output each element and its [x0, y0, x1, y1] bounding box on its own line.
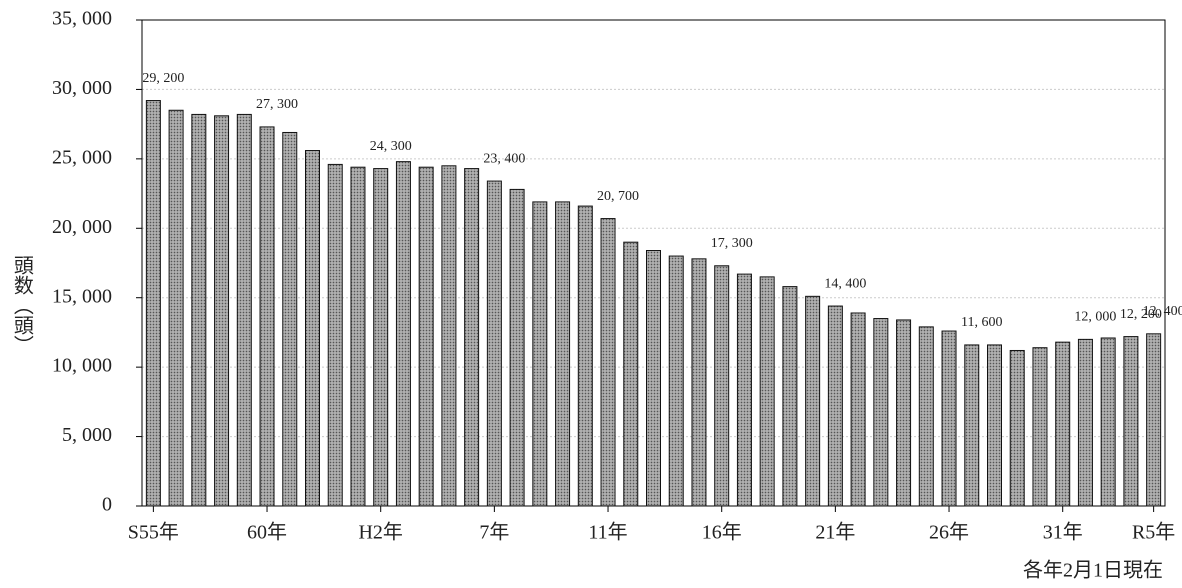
bar [1146, 333, 1162, 507]
data-label: 11, 600 [961, 315, 1002, 330]
data-label: 24, 300 [370, 139, 412, 154]
x-tick-label: 16年 [702, 521, 742, 544]
bar [236, 113, 252, 507]
y-tick-label: 0 [102, 494, 112, 516]
bar [168, 109, 184, 507]
bar [395, 161, 411, 507]
y-tick-label: 30, 000 [52, 77, 112, 99]
data-label: 14, 400 [824, 276, 866, 291]
bar [1032, 347, 1048, 507]
x-tick-label: 21年 [815, 521, 855, 544]
y-tick-label: 10, 000 [52, 355, 112, 377]
bar [714, 265, 730, 507]
bar [1123, 336, 1139, 507]
bar [646, 250, 661, 507]
x-tick-label: 31年 [1043, 521, 1083, 544]
bar [600, 218, 616, 507]
bar [827, 305, 843, 507]
bar [509, 188, 525, 507]
bar [555, 201, 571, 507]
bar [373, 168, 389, 507]
bar [305, 150, 320, 507]
bar [1077, 338, 1093, 507]
bar [282, 131, 298, 507]
data-label: 29, 200 [142, 71, 184, 86]
bar [350, 166, 366, 507]
bar [259, 126, 275, 507]
y-axis-label: 頭数（頭） [10, 255, 33, 355]
bar [691, 258, 707, 507]
bar [418, 166, 434, 507]
data-label: 12, 400 [1143, 304, 1182, 319]
y-tick-label: 5, 000 [62, 424, 112, 446]
bar [1100, 337, 1116, 507]
bar [736, 273, 752, 507]
bar [850, 312, 866, 507]
y-tick-label: 35, 000 [52, 8, 112, 30]
bar [668, 255, 684, 507]
bar [987, 344, 1002, 507]
note: 各年2月1日現在 [1023, 559, 1163, 582]
x-tick-label: 11年 [588, 521, 627, 544]
data-label: 12, 000 [1074, 310, 1116, 325]
bar [191, 113, 207, 507]
data-label: 27, 300 [256, 97, 298, 112]
bar [327, 163, 343, 507]
bar [486, 180, 502, 507]
x-tick-label: 26年 [929, 521, 969, 544]
y-tick-label: 15, 000 [52, 285, 112, 307]
x-tick-label: H2年 [358, 521, 402, 544]
x-tick-label: S55年 [128, 521, 179, 544]
data-label: 17, 300 [711, 236, 753, 251]
bar [873, 318, 889, 507]
bar [1009, 349, 1025, 507]
bar [441, 165, 457, 507]
bar [577, 205, 593, 507]
data-label: 23, 400 [483, 151, 525, 166]
bar [214, 115, 230, 507]
x-tick-label: R5年 [1132, 521, 1175, 544]
x-tick-label: 7年 [479, 521, 509, 544]
bar [782, 286, 798, 507]
bar [623, 241, 639, 507]
data-label: 20, 700 [597, 189, 639, 204]
bar [145, 100, 161, 507]
bar [532, 201, 548, 507]
bar [759, 276, 775, 507]
y-tick-label: 20, 000 [52, 216, 112, 238]
bar [918, 326, 934, 507]
bar [941, 330, 957, 507]
bar [1055, 341, 1071, 507]
data-label: 12, 200 [1120, 307, 1162, 322]
y-tick-label: 25, 000 [52, 146, 112, 168]
bar [805, 295, 821, 507]
bar [464, 168, 480, 507]
x-tick-label: 60年 [247, 521, 287, 544]
bar [964, 344, 980, 507]
bar [896, 319, 912, 507]
